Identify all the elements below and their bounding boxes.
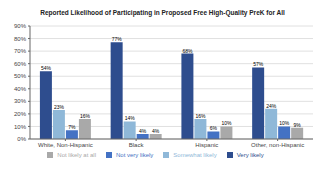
svg-text:40%: 40% (14, 86, 27, 92)
svg-text:9%: 9% (294, 122, 302, 128)
svg-text:10%: 10% (14, 124, 27, 130)
svg-text:6%: 6% (210, 125, 218, 131)
html-text:Not very likely: Not very likely (116, 152, 154, 158)
html-text:Not likely at all: Not likely at all (57, 152, 96, 158)
svg-text:4%: 4% (139, 128, 147, 134)
svg-text:14%: 14% (125, 115, 136, 121)
html-text:Somewhat likely: Somewhat likely (173, 152, 217, 158)
svg-text:54%: 54% (41, 65, 52, 71)
svg-text:Hispanic: Hispanic (195, 142, 218, 148)
svg-text:Other, non-Hispanic: Other, non-Hispanic (251, 142, 304, 148)
svg-text:24%: 24% (266, 103, 277, 109)
svg-text:30%: 30% (14, 98, 27, 104)
svg-text:70%: 70% (14, 48, 27, 54)
svg-text:16%: 16% (195, 113, 206, 119)
svg-text:7%: 7% (68, 124, 76, 130)
svg-text:57%: 57% (253, 61, 264, 67)
html-text:Very likely: Very likely (236, 152, 264, 158)
svg-text:77%: 77% (112, 36, 123, 42)
svg-text:16%: 16% (80, 113, 91, 119)
svg-text:20%: 20% (14, 111, 27, 117)
svg-text:80%: 80% (14, 36, 27, 42)
svg-text:10%: 10% (279, 120, 290, 126)
svg-text:0%: 0% (17, 136, 26, 142)
html-text:Reported Likelihood of Partici: Reported Likelihood of Participating in … (40, 9, 285, 16)
svg-text:68%: 68% (182, 48, 193, 54)
svg-text:23%: 23% (54, 104, 65, 110)
svg-text:White, Non-Hispanic: White, Non-Hispanic (38, 142, 93, 148)
svg-text:4%: 4% (152, 128, 160, 134)
svg-text:60%: 60% (14, 61, 27, 67)
svg-text:50%: 50% (14, 73, 27, 79)
svg-text:90%: 90% (14, 23, 27, 29)
svg-text:Black: Black (129, 142, 145, 148)
svg-text:10%: 10% (221, 120, 232, 126)
